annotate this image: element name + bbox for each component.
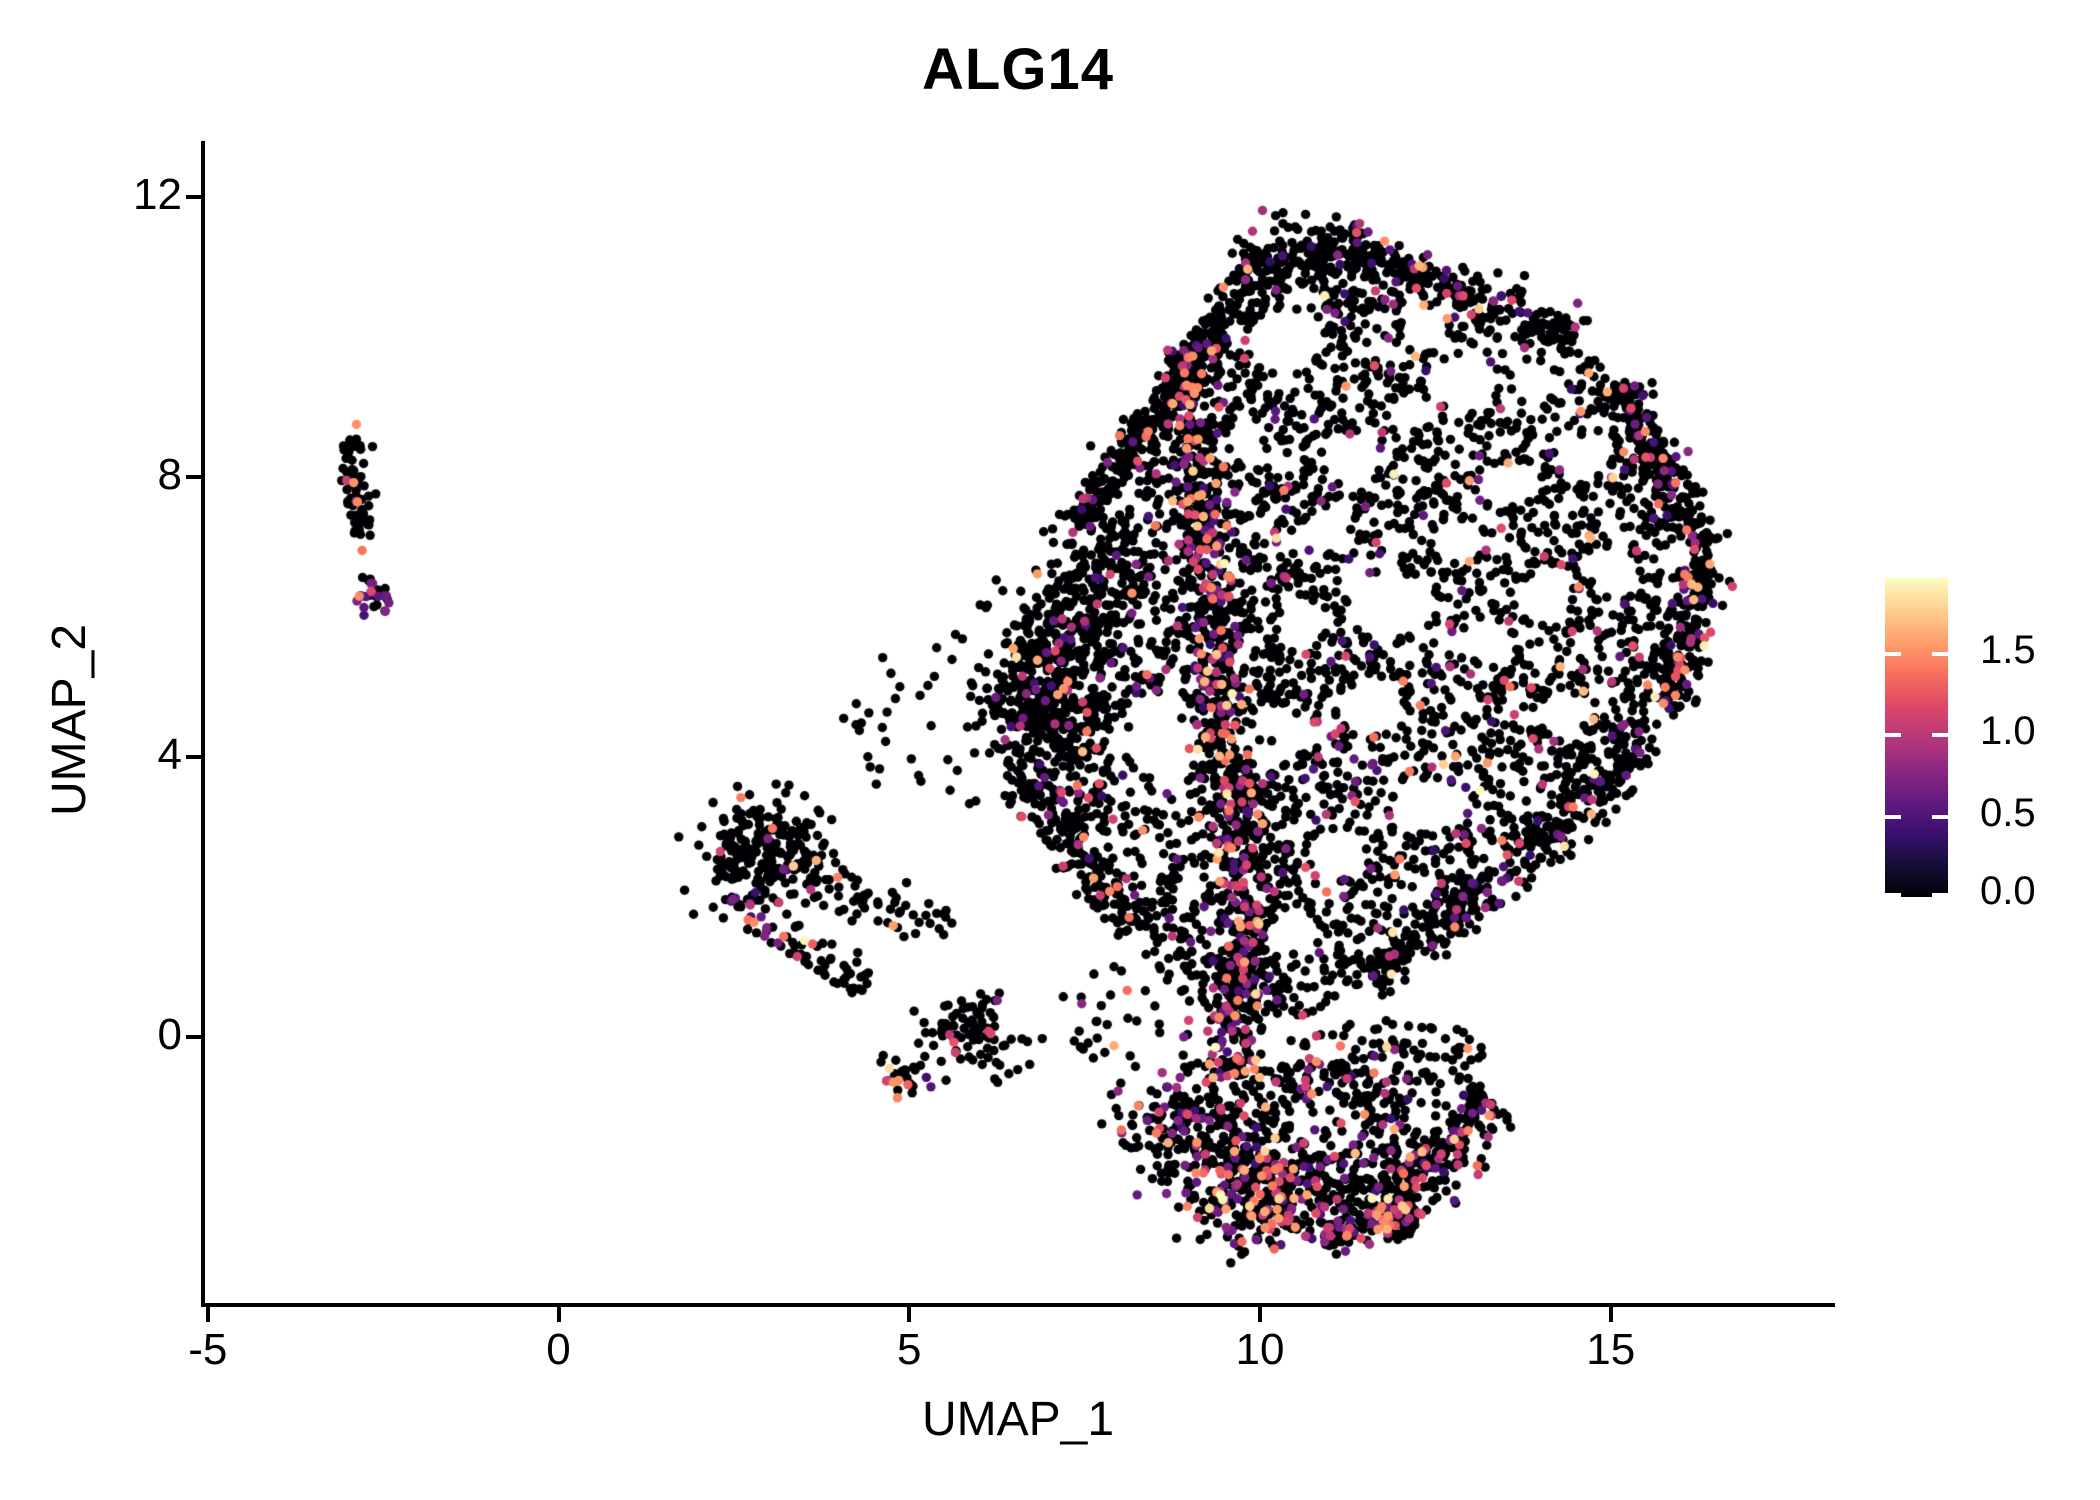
x-axis-label: UMAP_1	[921, 1393, 1115, 1446]
colorbar-gradient	[1885, 578, 1948, 897]
colorbar-tick-label: 0.0	[1980, 869, 2036, 913]
y-tick-mark	[186, 475, 201, 479]
colorbar-tick-mark	[1932, 815, 1948, 820]
y-tick-label: 4	[157, 730, 182, 779]
y-tick-mark	[186, 755, 201, 759]
y-axis-label: UMAP_2	[43, 623, 96, 817]
colorbar-tick-label: 0.5	[1980, 791, 2036, 836]
x-tick-mark	[556, 1307, 561, 1322]
x-tick-label: 15	[1586, 1325, 1636, 1374]
x-tick-mark	[1258, 1307, 1262, 1322]
x-axis-line	[201, 1303, 1835, 1307]
x-tick-label: 5	[897, 1325, 922, 1374]
y-tick-label: 8	[157, 450, 182, 499]
colorbar-tick-mark	[1932, 893, 1948, 897]
colorbar-tick-label: 1.5	[1980, 627, 2036, 672]
colorbar-tick-label: 1.0	[1980, 709, 2036, 754]
x-tick-label: 10	[1235, 1325, 1285, 1374]
x-tick-label: -5	[188, 1325, 228, 1374]
x-tick-label: 0	[546, 1325, 571, 1374]
colorbar-tick-mark	[1885, 733, 1901, 738]
y-tick-mark	[186, 1035, 201, 1039]
y-tick-label: 12	[133, 170, 182, 219]
x-tick-mark	[907, 1307, 912, 1322]
y-tick-mark	[186, 195, 201, 199]
colorbar-tick-mark	[1885, 651, 1901, 656]
colorbar-tick-mark	[1885, 815, 1901, 820]
y-axis-line	[201, 141, 205, 1307]
colorbar-tick-mark	[1885, 893, 1901, 897]
x-tick-mark	[1608, 1307, 1613, 1322]
plot-title: ALG14	[922, 37, 1114, 102]
y-tick-label: 0	[157, 1010, 182, 1059]
colorbar-tick-mark	[1932, 651, 1948, 656]
x-tick-mark	[205, 1307, 210, 1322]
colorbar-tick-mark	[1932, 733, 1948, 738]
